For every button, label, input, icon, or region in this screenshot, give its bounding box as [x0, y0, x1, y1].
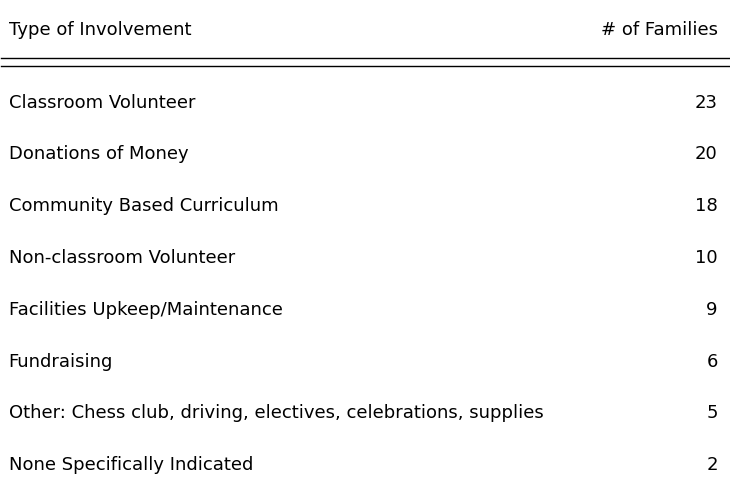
Text: 5: 5 [706, 404, 718, 423]
Text: Community Based Curriculum: Community Based Curriculum [9, 197, 278, 215]
Text: Fundraising: Fundraising [9, 353, 113, 371]
Text: Facilities Upkeep/Maintenance: Facilities Upkeep/Maintenance [9, 301, 283, 319]
Text: 6: 6 [707, 353, 718, 371]
Text: Classroom Volunteer: Classroom Volunteer [9, 94, 195, 112]
Text: # of Families: # of Families [601, 21, 718, 39]
Text: 9: 9 [706, 301, 718, 319]
Text: 23: 23 [695, 94, 718, 112]
Text: 2: 2 [706, 456, 718, 474]
Text: None Specifically Indicated: None Specifically Indicated [9, 456, 253, 474]
Text: 18: 18 [695, 197, 718, 215]
Text: 20: 20 [695, 145, 718, 163]
Text: Non-classroom Volunteer: Non-classroom Volunteer [9, 249, 235, 267]
Text: 10: 10 [695, 249, 718, 267]
Text: Other: Chess club, driving, electives, celebrations, supplies: Other: Chess club, driving, electives, c… [9, 404, 543, 423]
Text: Donations of Money: Donations of Money [9, 145, 188, 163]
Text: Type of Involvement: Type of Involvement [9, 21, 191, 39]
